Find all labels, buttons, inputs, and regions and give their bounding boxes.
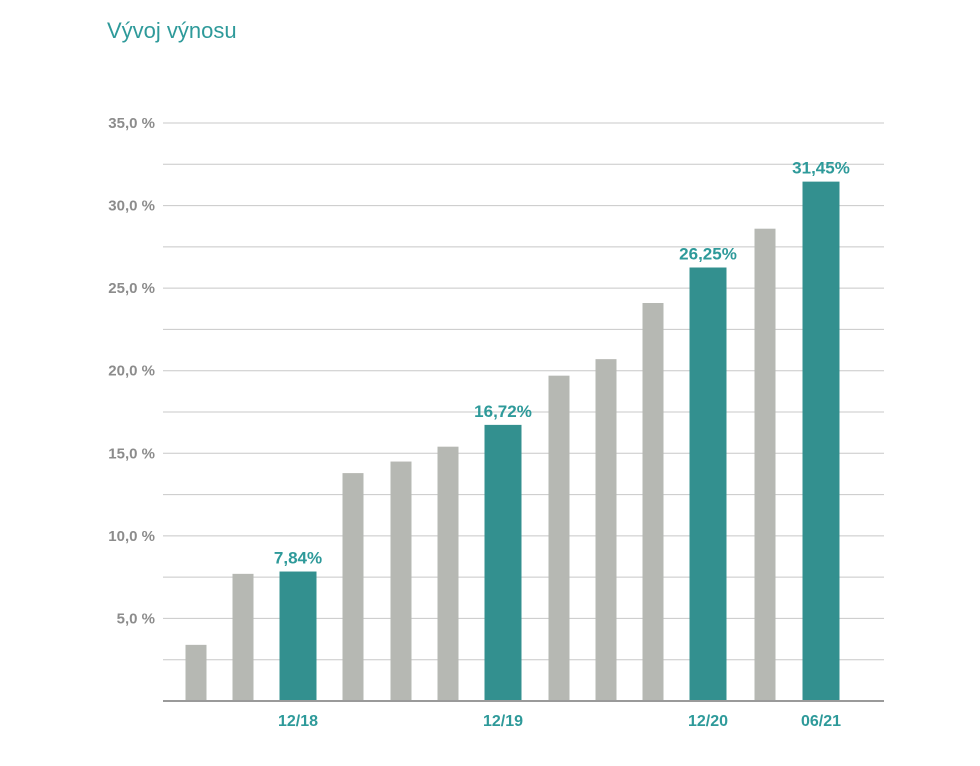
bar xyxy=(232,573,254,701)
bar xyxy=(548,375,570,701)
y-tick-label: 25,0 % xyxy=(108,280,155,297)
bar xyxy=(595,359,617,701)
bar-highlight xyxy=(279,571,317,701)
bar-highlight xyxy=(484,424,522,701)
labels: 5,0 % 10,0 % 15,0 % 20,0 % 25,0 % 30,0 % 35,0 … xyxy=(108,115,850,730)
y-tick-label: 5,0 % xyxy=(117,610,155,627)
x-tick-label: 12/20 xyxy=(688,713,728,730)
bar xyxy=(185,644,207,701)
bar xyxy=(754,228,776,702)
data-label: 31,45% xyxy=(792,159,850,178)
x-tick-label: 12/18 xyxy=(278,713,318,730)
data-label: 7,84% xyxy=(274,549,322,568)
bar xyxy=(437,446,459,701)
x-tick-label: 06/21 xyxy=(801,713,841,730)
y-tick-label: 20,0 % xyxy=(108,363,155,380)
grid-lines xyxy=(163,122,884,661)
bars xyxy=(185,181,840,702)
bar xyxy=(390,461,412,701)
bar xyxy=(642,303,664,701)
bar-highlight xyxy=(689,267,727,701)
y-tick-label: 35,0 % xyxy=(108,115,155,132)
data-label: 26,25% xyxy=(679,245,737,264)
y-tick-label: 15,0 % xyxy=(108,445,155,462)
y-tick-label: 30,0 % xyxy=(108,198,155,215)
chart-title: Vývoj výnosu xyxy=(107,18,237,43)
x-tick-label: 12/19 xyxy=(483,713,523,730)
y-tick-label: 10,0 % xyxy=(108,528,155,545)
bar xyxy=(342,473,364,701)
data-label: 16,72% xyxy=(474,402,532,421)
bar-highlight xyxy=(802,181,840,701)
